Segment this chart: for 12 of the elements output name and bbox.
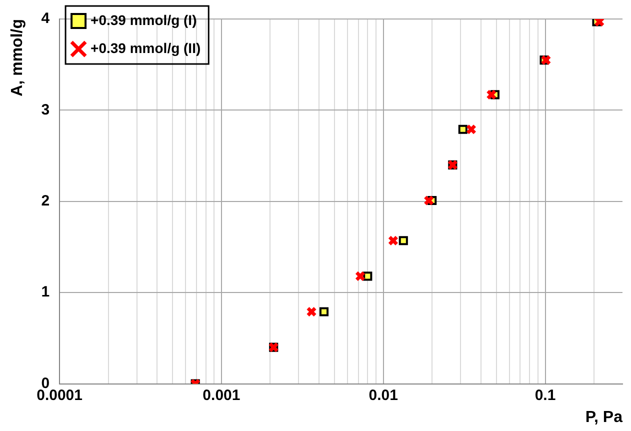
legend-label: +0.39 mmol/g (II) [90, 40, 201, 56]
y-tick-label: 1 [41, 284, 50, 301]
x-tick-label: 0.1 [534, 386, 556, 404]
x-axis-title: P, Pa [585, 408, 623, 426]
x-tick-label: 0.01 [368, 386, 398, 404]
y-tick-label: 3 [41, 101, 50, 118]
legend-label: +0.39 mmol/g (I) [90, 12, 197, 28]
y-tick-label: 2 [41, 192, 50, 210]
x-tick-label: 0.001 [202, 386, 240, 404]
y-tick-label: 4 [41, 10, 50, 28]
y-axis-title: A, mmol/g [9, 19, 26, 96]
x-tick-label: 0.0001 [36, 386, 82, 404]
